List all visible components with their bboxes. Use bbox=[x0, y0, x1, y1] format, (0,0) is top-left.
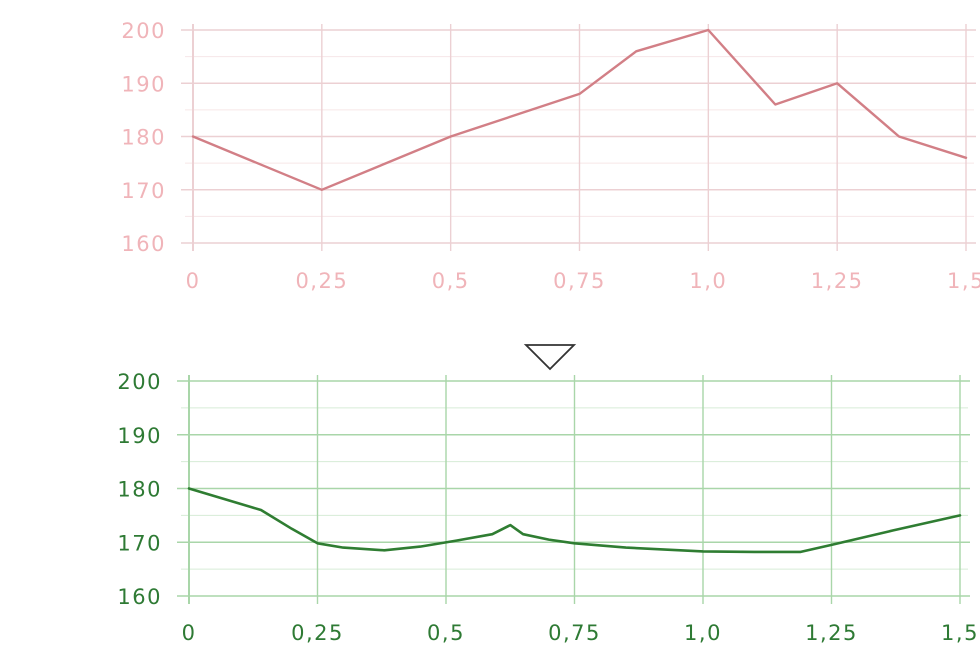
top-x-tick-label: 1,25 bbox=[811, 269, 864, 293]
top-series-line bbox=[191, 28, 968, 192]
bottom-x-tick-label: 0,75 bbox=[548, 621, 601, 645]
top-y-tick-label: 160 bbox=[121, 232, 166, 256]
top-x-tick-label: 0,5 bbox=[432, 269, 470, 293]
bottom-x-tick-label: 1,25 bbox=[805, 621, 858, 645]
bottom-series-line bbox=[187, 487, 962, 554]
top-y-tick-label: 170 bbox=[121, 179, 166, 203]
top-chart: 200 190 180 170 160 0 0,25 0,5 0,75 1,0 1,25 1,5 bbox=[121, 19, 980, 293]
bottom-x-tick-label: 0 bbox=[182, 621, 197, 645]
bottom-y-tick-label: 180 bbox=[117, 478, 162, 502]
bottom-chart: 200 190 180 170 160 0 0,25 0,5 0,75 1,0 1,25 1,5 bbox=[117, 370, 979, 645]
top-x-tick-label: 0,25 bbox=[295, 269, 348, 293]
bottom-x-tick-label: 1,0 bbox=[684, 621, 722, 645]
top-y-tick-label: 190 bbox=[121, 72, 166, 96]
bottom-y-tick-label: 200 bbox=[117, 370, 162, 394]
top-y-tick-label: 180 bbox=[121, 126, 166, 150]
bottom-x-tick-label: 0,5 bbox=[427, 621, 465, 645]
bottom-y-tick-label: 160 bbox=[117, 585, 162, 609]
triangle-down-icon-shape bbox=[523, 344, 577, 371]
bottom-y-tick-label: 170 bbox=[117, 531, 162, 555]
top-x-tick-label: 1,5 bbox=[947, 269, 980, 293]
bottom-x-tick-label: 0,25 bbox=[291, 621, 344, 645]
top-y-tick-label: 200 bbox=[121, 19, 166, 43]
top-x-tick-label: 0,75 bbox=[553, 269, 606, 293]
bottom-x-tick-label: 1,5 bbox=[941, 621, 979, 645]
triangle-down-icon bbox=[523, 344, 577, 371]
bottom-y-tick-label: 190 bbox=[117, 424, 162, 448]
top-x-tick-label: 0 bbox=[186, 269, 201, 293]
top-x-tick-label: 1,0 bbox=[689, 269, 727, 293]
